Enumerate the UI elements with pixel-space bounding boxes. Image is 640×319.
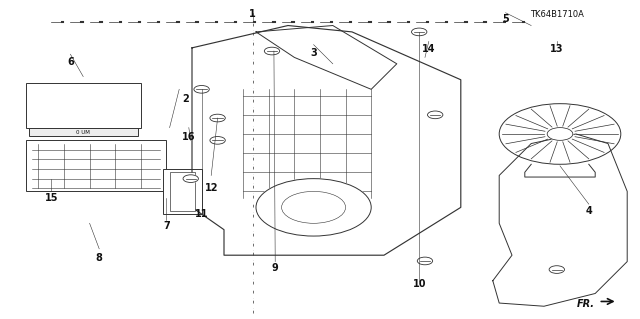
Circle shape xyxy=(210,114,225,122)
Text: 16: 16 xyxy=(182,132,196,142)
Circle shape xyxy=(549,266,564,273)
Circle shape xyxy=(547,128,573,140)
Text: 7: 7 xyxy=(163,221,170,232)
Text: 2: 2 xyxy=(182,94,189,104)
Text: 4: 4 xyxy=(586,205,592,216)
Text: 1: 1 xyxy=(250,9,256,19)
Bar xyxy=(163,169,202,214)
Text: 8: 8 xyxy=(96,253,102,263)
Text: FR.: FR. xyxy=(577,299,595,309)
Text: 9: 9 xyxy=(272,263,278,273)
Text: 11: 11 xyxy=(195,209,209,219)
Text: 14: 14 xyxy=(422,44,436,55)
Circle shape xyxy=(499,104,621,164)
Text: 3: 3 xyxy=(310,48,317,58)
Circle shape xyxy=(194,85,209,93)
Bar xyxy=(26,140,166,191)
Text: 13: 13 xyxy=(550,44,564,55)
Bar xyxy=(170,172,195,211)
Text: 15: 15 xyxy=(44,193,58,203)
Text: TK64B1710A: TK64B1710A xyxy=(530,10,584,19)
Text: 0 UM: 0 UM xyxy=(76,130,90,135)
Circle shape xyxy=(428,111,443,119)
Circle shape xyxy=(264,47,280,55)
Circle shape xyxy=(256,179,371,236)
Circle shape xyxy=(417,257,433,265)
Text: 5: 5 xyxy=(502,14,509,24)
Circle shape xyxy=(412,28,427,36)
Text: 6: 6 xyxy=(67,57,74,67)
Bar xyxy=(26,83,141,128)
Text: 10: 10 xyxy=(412,279,426,289)
Polygon shape xyxy=(256,26,397,89)
Text: 12: 12 xyxy=(204,183,218,193)
Circle shape xyxy=(210,137,225,144)
Bar xyxy=(29,128,138,136)
Circle shape xyxy=(183,175,198,182)
